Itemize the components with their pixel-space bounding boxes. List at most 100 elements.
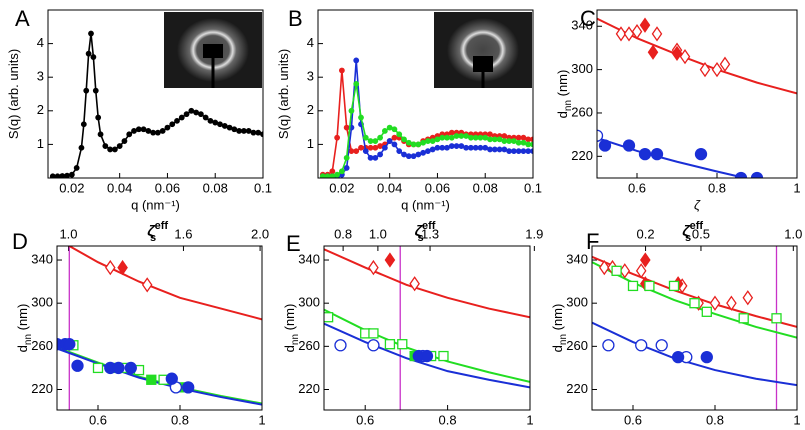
x-tick-label: 1	[793, 180, 800, 195]
dot-marker	[487, 146, 493, 153]
square-marker	[397, 339, 408, 350]
dot-marker	[80, 121, 87, 128]
dot-marker	[164, 124, 171, 131]
y-label-main: d	[550, 345, 565, 352]
inset-image-a	[164, 12, 262, 88]
x2-tick-label: 0.5	[692, 226, 710, 241]
dot-marker	[530, 136, 533, 143]
dot-marker	[477, 144, 484, 151]
x2-tick-label: 0.2	[637, 226, 655, 241]
y-tick-label: 260	[298, 338, 320, 353]
diamond-marker	[631, 24, 643, 40]
diamond-marker	[117, 259, 128, 276]
circle-marker	[63, 338, 76, 351]
circle-marker	[182, 381, 195, 394]
dot-marker	[448, 134, 455, 141]
dot-marker	[401, 151, 407, 158]
dot-marker	[329, 168, 336, 175]
dot-marker	[334, 171, 341, 178]
diamond-marker	[640, 252, 651, 268]
diamond-marker	[671, 45, 683, 61]
dot-marker	[525, 141, 532, 148]
circle-marker	[734, 171, 748, 178]
dot-marker	[520, 139, 527, 146]
dot-marker	[434, 144, 441, 151]
dot-marker	[429, 146, 436, 153]
y-label-rest: (nm)	[282, 304, 297, 334]
square-marker	[689, 298, 700, 309]
dot-marker	[506, 138, 513, 144]
dot-marker	[372, 138, 379, 144]
y-tick-label: 220	[566, 381, 588, 396]
x-tick-label: 0.08	[473, 180, 498, 195]
dot-marker	[202, 114, 209, 121]
dot-marker	[362, 134, 369, 141]
x-tick-label: 0.8	[171, 412, 189, 427]
dot-marker	[501, 146, 508, 153]
dot-marker	[510, 138, 517, 144]
dot-marker	[472, 134, 479, 141]
square-marker	[92, 362, 104, 374]
circle-marker	[71, 359, 84, 372]
dot-marker	[463, 133, 470, 139]
circle-marker	[112, 361, 125, 375]
x2-tick-label: 1.0	[369, 226, 387, 241]
dot-marker	[520, 134, 527, 141]
dot-marker	[429, 138, 436, 144]
circle-marker	[700, 350, 713, 364]
dot-marker	[496, 136, 503, 143]
x-tick-label: 0.8	[706, 412, 724, 427]
dot-marker	[348, 107, 355, 114]
dot-marker	[217, 121, 223, 128]
dot-marker	[496, 146, 503, 153]
dot-marker	[116, 143, 123, 149]
y-tick-label: 220	[571, 148, 593, 163]
circle-marker	[694, 148, 708, 161]
dot-marker	[525, 136, 532, 143]
dot-marker	[367, 138, 374, 144]
dot-marker	[515, 139, 522, 146]
plot-data	[57, 246, 262, 410]
y-tick-label: 2	[37, 102, 44, 117]
square-marker	[701, 306, 712, 317]
dot-marker	[83, 87, 90, 94]
dot-marker	[343, 124, 350, 131]
x2-label-sub: s	[150, 232, 156, 244]
y-tick-label: 4	[307, 35, 314, 50]
circle-marker	[598, 139, 612, 152]
dot-marker	[90, 54, 97, 60]
x-tick-label: 0.1	[524, 180, 542, 195]
dot-marker	[467, 134, 474, 141]
y-tick-label: 300	[566, 295, 588, 310]
dot-marker	[463, 144, 470, 151]
y-tick-label: 1	[307, 136, 314, 151]
dot-marker	[372, 144, 379, 151]
panel: A 0.02 0.04 0.06 0.08 0.1 1 2 3 4 q (nm⁻¹) S(q) (ar…	[6, 6, 272, 213]
y-axis-label: S(q) (arb. units)	[276, 49, 291, 139]
y-label-sub: nn	[558, 334, 569, 345]
dot-marker	[415, 151, 422, 158]
square-marker	[627, 280, 639, 292]
circle-marker	[622, 139, 636, 152]
dot-marker	[515, 148, 522, 155]
series-line	[322, 83, 533, 178]
dot-marker	[362, 148, 369, 155]
dot-marker	[444, 144, 450, 151]
circle-marker	[334, 339, 347, 352]
dot-marker	[140, 126, 147, 133]
x-tick-label: 0.1	[254, 180, 272, 195]
x-tick-label: 1	[258, 412, 265, 427]
dot-marker	[472, 144, 479, 151]
dot-marker	[334, 134, 341, 141]
series-line	[68, 246, 262, 321]
x-tick-label: 1	[526, 412, 533, 427]
dot-marker	[183, 111, 190, 118]
dot-marker	[88, 30, 94, 37]
dot-marker	[212, 119, 219, 126]
x2-tick-label: 1.0	[59, 226, 77, 241]
dot-marker	[386, 124, 393, 131]
panel-letter: A	[15, 6, 30, 31]
dot-marker	[92, 87, 99, 94]
dot-marker	[434, 136, 441, 143]
